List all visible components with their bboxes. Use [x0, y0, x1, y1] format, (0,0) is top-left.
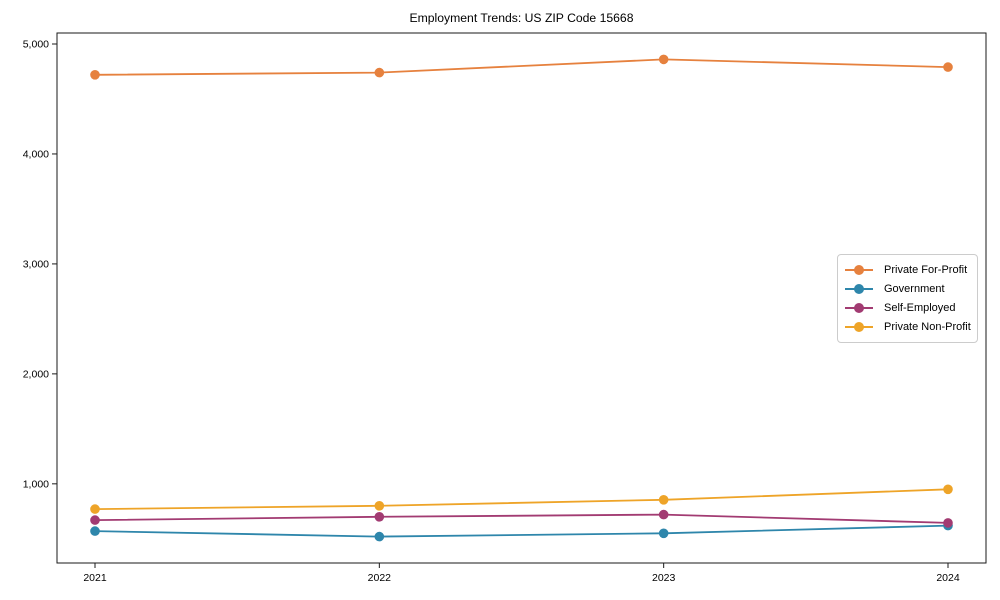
x-tick-label: 2021 [83, 572, 107, 584]
legend-item-government: Government [845, 279, 971, 298]
legend: Private For-Profit Government Self-Emplo… [837, 254, 978, 343]
legend-label: Self-Employed [884, 302, 956, 315]
data-point-government-2021 [90, 526, 100, 536]
y-tick-label: 4,000 [23, 148, 49, 160]
legend-label: Private Non-Profit [884, 321, 971, 334]
series-line-government [94, 524, 949, 538]
data-point-private-for-profit-2021 [90, 70, 100, 80]
line-dot-marker-icon [845, 303, 873, 314]
series-line-self-employed [94, 513, 949, 524]
y-tick-label: 2,000 [23, 368, 49, 380]
data-point-self-employed-2021 [90, 515, 100, 525]
data-point-private-for-profit-2022 [374, 67, 385, 78]
data-point-self-employed-2022 [374, 512, 385, 522]
legend-label: Government [884, 282, 945, 295]
line-dot-marker-icon [845, 283, 873, 294]
data-point-self-employed-2024 [943, 518, 953, 528]
x-tick-label: 2024 [936, 572, 960, 584]
data-point-private-non-profit-2024 [943, 484, 953, 495]
line-dot-marker-icon [845, 264, 873, 275]
data-point-private-non-profit-2023 [658, 495, 669, 505]
line-dot-marker-icon [845, 322, 873, 333]
chart-title: Employment Trends: US ZIP Code 15668 [409, 11, 634, 25]
data-point-government-2022 [374, 531, 385, 542]
y-tick-label: 3,000 [23, 258, 49, 270]
data-point-government-2023 [658, 528, 669, 539]
data-point-private-for-profit-2024 [943, 62, 953, 72]
series-line-private-non-profit [94, 488, 949, 510]
legend-label: Private For-Profit [884, 263, 968, 276]
data-point-private-non-profit-2021 [90, 504, 100, 514]
plot-border [56, 32, 987, 564]
x-tick-label: 2023 [652, 572, 676, 584]
y-tick-label: 1,000 [23, 478, 49, 490]
legend-item-self-employed: Self-Employed [845, 299, 971, 318]
data-point-private-for-profit-2023 [658, 54, 669, 65]
data-point-self-employed-2023 [658, 509, 669, 520]
y-tick-label: 5,000 [23, 38, 49, 50]
data-point-private-non-profit-2022 [374, 501, 385, 511]
x-tick-label: 2022 [368, 572, 392, 584]
legend-item-private-for-profit: Private For-Profit [845, 260, 971, 279]
series-line-private-for-profit [94, 58, 949, 76]
legend-item-private-non-profit: Private Non-Profit [845, 318, 971, 337]
